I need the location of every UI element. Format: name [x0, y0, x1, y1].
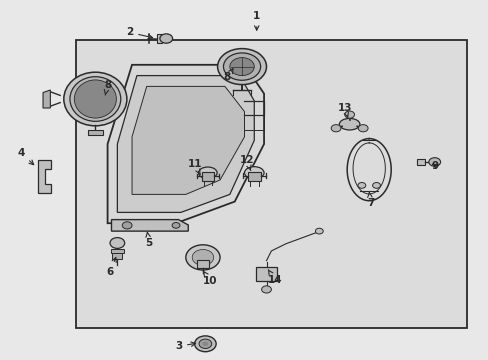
FancyBboxPatch shape — [112, 253, 122, 259]
FancyBboxPatch shape — [416, 159, 424, 165]
Text: 6: 6 — [106, 257, 116, 277]
Ellipse shape — [339, 118, 359, 130]
FancyBboxPatch shape — [88, 130, 102, 135]
Circle shape — [122, 222, 132, 229]
Text: 5: 5 — [145, 232, 152, 248]
Circle shape — [217, 49, 266, 85]
Circle shape — [160, 34, 172, 43]
FancyBboxPatch shape — [110, 249, 124, 253]
Text: 9: 9 — [431, 161, 438, 171]
Text: 8: 8 — [104, 80, 111, 95]
Polygon shape — [111, 220, 188, 231]
Ellipse shape — [70, 77, 121, 121]
Circle shape — [110, 238, 124, 248]
Text: 4: 4 — [17, 148, 34, 165]
Circle shape — [223, 53, 260, 80]
FancyBboxPatch shape — [202, 172, 213, 181]
Polygon shape — [107, 65, 264, 223]
Text: 12: 12 — [239, 155, 254, 171]
Ellipse shape — [63, 72, 127, 126]
Text: 11: 11 — [187, 159, 202, 174]
Circle shape — [358, 125, 367, 132]
FancyBboxPatch shape — [255, 267, 277, 281]
Text: 1: 1 — [253, 11, 260, 30]
Ellipse shape — [74, 80, 116, 118]
FancyBboxPatch shape — [197, 260, 208, 268]
Circle shape — [194, 336, 216, 352]
Text: 13: 13 — [337, 103, 351, 117]
Bar — [76, 40, 466, 328]
Circle shape — [185, 245, 220, 270]
Circle shape — [428, 158, 440, 166]
Polygon shape — [43, 90, 50, 108]
Circle shape — [202, 342, 208, 346]
Text: 2: 2 — [126, 27, 152, 39]
Text: 8: 8 — [224, 69, 233, 82]
Text: 14: 14 — [267, 270, 282, 285]
Circle shape — [372, 183, 380, 188]
Circle shape — [344, 111, 354, 118]
Circle shape — [261, 286, 271, 293]
Ellipse shape — [244, 167, 264, 179]
Polygon shape — [117, 76, 254, 212]
FancyBboxPatch shape — [157, 34, 162, 43]
Polygon shape — [38, 160, 51, 193]
Circle shape — [192, 249, 213, 265]
Circle shape — [229, 58, 254, 76]
Ellipse shape — [198, 167, 217, 179]
Circle shape — [315, 228, 323, 234]
Circle shape — [330, 125, 340, 132]
Text: 7: 7 — [366, 193, 374, 208]
Circle shape — [199, 339, 211, 348]
Text: 3: 3 — [175, 341, 195, 351]
Text: 10: 10 — [203, 271, 217, 286]
Circle shape — [357, 183, 365, 188]
Polygon shape — [132, 86, 244, 194]
FancyBboxPatch shape — [247, 172, 260, 181]
Circle shape — [172, 222, 180, 228]
